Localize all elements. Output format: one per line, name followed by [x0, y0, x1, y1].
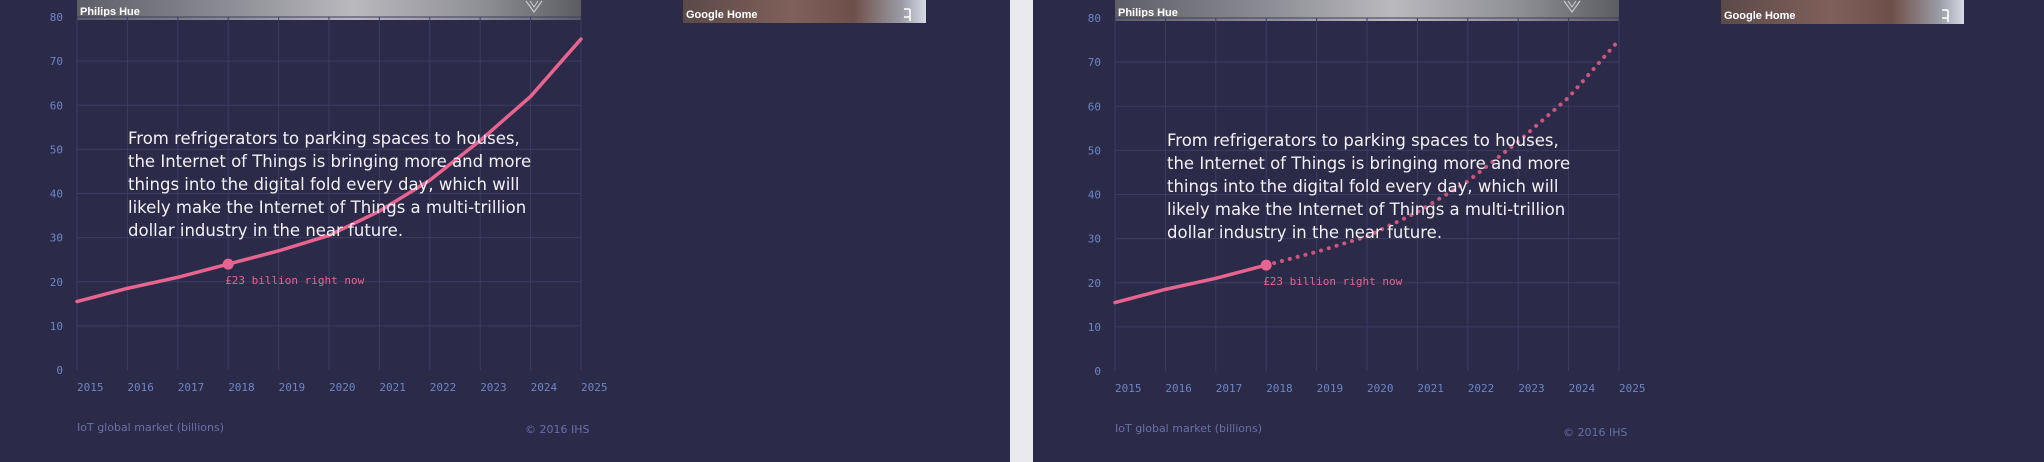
chevron-logo-icon: [525, 0, 543, 14]
y-tick-label: 40: [50, 188, 63, 201]
philips-hue-label: Philips Hue: [80, 6, 140, 18]
x-tick-label: 2019: [279, 381, 306, 394]
y-tick-label: 0: [56, 364, 63, 377]
y-tick-label: 70: [50, 55, 63, 68]
philips-hue-thumbnail[interactable]: Philips Hue: [1115, 0, 1619, 21]
x-tick-label: 2018: [228, 381, 255, 394]
y-tick-label: 60: [1088, 100, 1101, 113]
current-value-callout: £23 billion right now: [225, 274, 364, 287]
slide-panel-right: Philips Hue Google Home 2015 2016 2017 2018…: [1033, 0, 2044, 462]
chart-caption: IoT global market (billions): [1115, 422, 1262, 435]
projection-line: [1264, 38, 1621, 268]
iot-market-chart-projection: 2015 2016 2017 2018 2019 2020 2021 2022 2023 2024…: [1088, 12, 1646, 395]
google-home-thumbnail[interactable]: Google Home: [1721, 0, 1964, 24]
y-tick-label: 20: [1088, 277, 1101, 290]
x-tick-label: 2018: [1266, 382, 1293, 395]
x-tick-label: 2016: [127, 381, 153, 394]
x-tick-label: 2025: [1619, 382, 1646, 395]
x-tick-label: 2020: [1367, 382, 1394, 395]
x-tick-label: 2020: [329, 381, 356, 394]
chart-source: © 2016 IHS: [525, 423, 590, 436]
y-tick-label: 30: [50, 232, 63, 245]
x-tick-label: 2022: [430, 381, 457, 394]
x-tick-label: 2015: [1115, 382, 1142, 395]
x-tick-label: 2021: [1417, 382, 1444, 395]
y-tick-label: 50: [1088, 144, 1101, 157]
x-tick-label: 2019: [1317, 382, 1344, 395]
y-tick-label: 80: [50, 11, 63, 24]
y-tick-label: 0: [1094, 365, 1101, 378]
x-tick-label: 2022: [1468, 382, 1495, 395]
current-value-marker: [222, 258, 234, 270]
x-tick-label: 2015: [77, 381, 104, 394]
current-value-marker: [1260, 259, 1272, 271]
y-tick-label: 80: [1088, 12, 1101, 25]
chart-caption: IoT global market (billions): [77, 421, 224, 434]
philips-hue-thumbnail[interactable]: Philips Hue: [77, 0, 581, 20]
y-tick-label: 70: [1088, 56, 1101, 69]
y-tick-label: 10: [50, 320, 63, 333]
y-tick-label: 40: [1088, 189, 1101, 202]
x-tick-label: 2017: [178, 381, 205, 394]
y-tick-label: 60: [50, 99, 63, 112]
x-tick-label: 2023: [480, 381, 507, 394]
google-home-label: Google Home: [686, 9, 758, 21]
y-tick-label: 50: [50, 143, 63, 156]
iot-market-chart: 2015 2016 2017 2018 2019 2020 2021 2022 2023 2024…: [50, 11, 608, 394]
intro-paragraph: From refrigerators to parking spaces to …: [128, 129, 532, 240]
philips-hue-label: Philips Hue: [1118, 7, 1178, 19]
x-tick-label: 2024: [1569, 382, 1596, 395]
y-tick-label: 20: [50, 276, 63, 289]
x-tick-label: 2025: [581, 381, 608, 394]
x-tick-label: 2024: [531, 381, 558, 394]
x-tick-label: 2017: [1216, 382, 1243, 395]
chart-source: © 2016 IHS: [1563, 426, 1628, 439]
chevron-logo-icon: [1563, 0, 1581, 14]
market-line: [1113, 263, 1268, 305]
frame-corner-icon: [904, 8, 911, 21]
x-tick-label: 2023: [1518, 382, 1545, 395]
frame-corner-icon: [1942, 9, 1949, 22]
slide-panel-left: Philips Hue Google Home 2015 2016 2017 2018…: [0, 0, 1010, 462]
current-value-callout: £23 billion right now: [1263, 275, 1402, 288]
google-home-thumbnail[interactable]: Google Home: [683, 0, 926, 23]
y-tick-label: 10: [1088, 321, 1101, 334]
x-tick-label: 2016: [1165, 382, 1192, 395]
intro-paragraph: From refrigerators to parking spaces to …: [1167, 131, 1571, 242]
google-home-label: Google Home: [1724, 10, 1796, 22]
y-tick-label: 30: [1088, 233, 1101, 246]
x-tick-label: 2021: [379, 381, 406, 394]
